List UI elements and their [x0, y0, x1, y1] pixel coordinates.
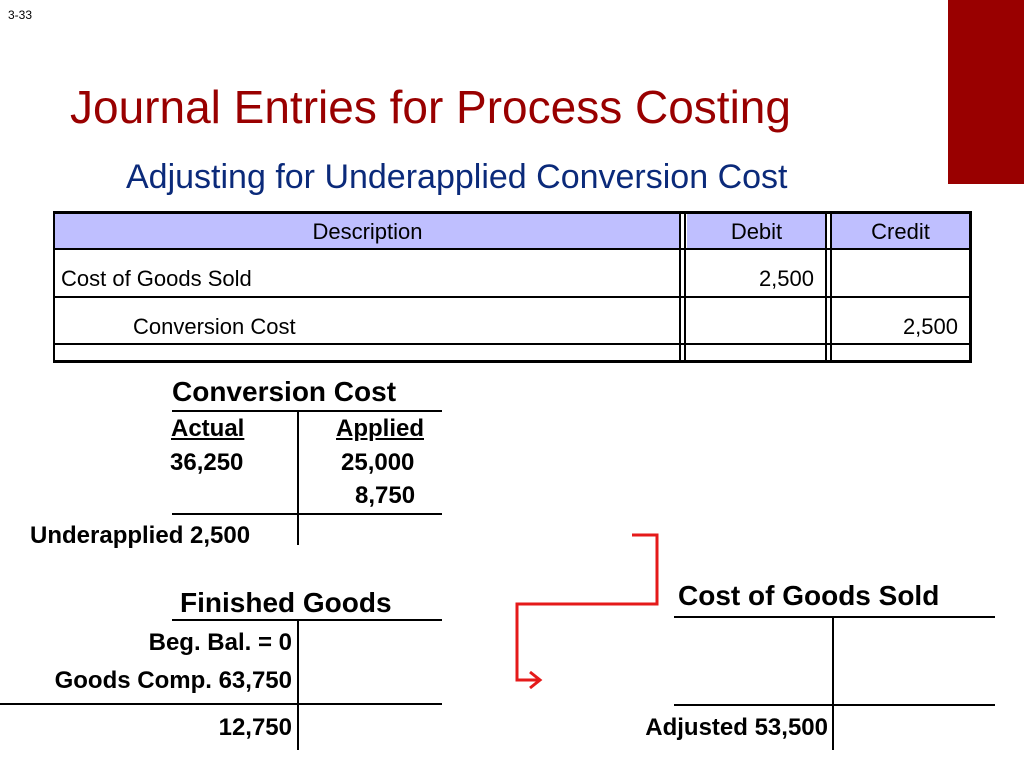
cogs-adjusted-balance: Adjusted 53,500	[645, 714, 828, 741]
row1-description: Cost of Goods Sold	[61, 266, 252, 291]
goods-comp: Goods Comp. 63,750	[54, 667, 292, 694]
applied-label: Applied	[336, 415, 424, 442]
actual-label: Actual	[171, 415, 245, 442]
page-title: Journal Entries for Process Costing	[70, 81, 791, 133]
actual-value: 36,250	[170, 449, 244, 476]
applied-value-2: 8,750	[355, 482, 416, 509]
connector-arrow	[515, 533, 659, 690]
header-description: Description	[312, 219, 423, 244]
applied-value-1: 25,000	[341, 449, 415, 476]
conversion-cost-title: Conversion Cost	[172, 376, 397, 407]
slide-number: 3-33	[8, 8, 33, 22]
header-fill-description	[55, 213, 680, 249]
underapplied-balance: Underapplied 2,500	[30, 522, 251, 549]
accent-block	[948, 0, 1024, 184]
row2-credit: 2,500	[902, 314, 958, 339]
finished-goods-balance: 12,750	[218, 714, 292, 741]
cogs-title: Cost of Goods Sold	[678, 580, 940, 611]
finished-goods-title: Finished Goods	[180, 587, 392, 618]
header-debit: Debit	[730, 219, 783, 244]
row1-debit: 2,500	[758, 266, 814, 291]
header-fill-credit	[831, 213, 970, 249]
header-fill-debit	[687, 213, 826, 249]
beg-bal: Beg. Bal. = 0	[148, 629, 292, 656]
page-subtitle: Adjusting for Underapplied Conversion Co…	[126, 158, 788, 196]
row2-description: Conversion Cost	[133, 314, 296, 339]
header-credit: Credit	[871, 219, 930, 244]
